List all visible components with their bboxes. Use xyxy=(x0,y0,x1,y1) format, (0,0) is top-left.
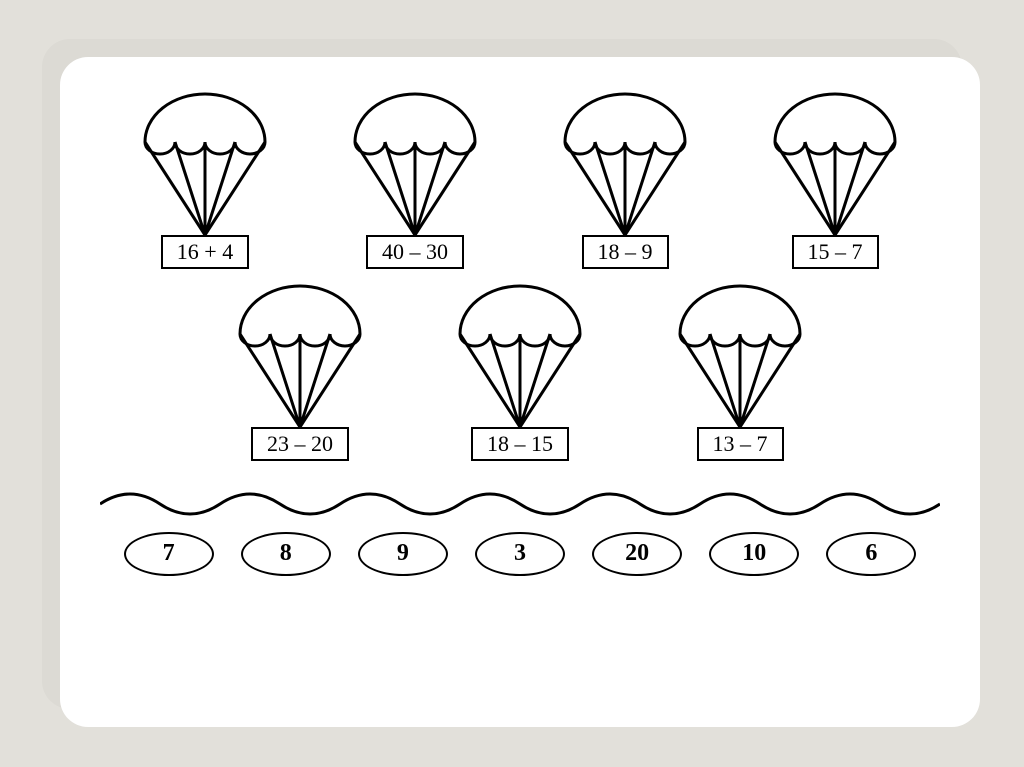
parachute-item: 13 – 7 xyxy=(655,279,825,461)
parachute-item: 18 – 15 xyxy=(435,279,605,461)
parachute-item: 15 – 7 xyxy=(750,87,920,269)
parachute-icon xyxy=(225,279,375,429)
parachute-icon xyxy=(760,87,910,237)
answer-oval: 8 xyxy=(241,532,331,576)
parachute-row-2: 23 – 20 18 – 15 xyxy=(100,279,940,461)
parachute-icon xyxy=(665,279,815,429)
worksheet-card: 16 + 4 40 – 30 xyxy=(60,57,980,727)
equation-box: 40 – 30 xyxy=(366,235,464,269)
answer-oval: 6 xyxy=(826,532,916,576)
parachute-icon xyxy=(550,87,700,237)
equation-box: 18 – 9 xyxy=(582,235,669,269)
parachute-row-1: 16 + 4 40 – 30 xyxy=(100,87,940,269)
answer-oval: 20 xyxy=(592,532,682,576)
wave-divider xyxy=(100,479,940,519)
parachute-icon xyxy=(130,87,280,237)
equation-box: 13 – 7 xyxy=(697,427,784,461)
parachute-item: 23 – 20 xyxy=(215,279,385,461)
answer-oval: 7 xyxy=(124,532,214,576)
parachute-item: 16 + 4 xyxy=(120,87,290,269)
card-wrapper: 16 + 4 40 – 30 xyxy=(42,39,982,729)
answer-oval: 10 xyxy=(709,532,799,576)
equation-box: 16 + 4 xyxy=(161,235,249,269)
parachute-item: 40 – 30 xyxy=(330,87,500,269)
answer-oval: 3 xyxy=(475,532,565,576)
parachute-icon xyxy=(340,87,490,237)
answer-oval: 9 xyxy=(358,532,448,576)
answers-row: 7 8 9 3 20 10 6 xyxy=(100,532,940,576)
parachute-icon xyxy=(445,279,595,429)
equation-box: 23 – 20 xyxy=(251,427,349,461)
parachute-item: 18 – 9 xyxy=(540,87,710,269)
equation-box: 15 – 7 xyxy=(792,235,879,269)
equation-box: 18 – 15 xyxy=(471,427,569,461)
